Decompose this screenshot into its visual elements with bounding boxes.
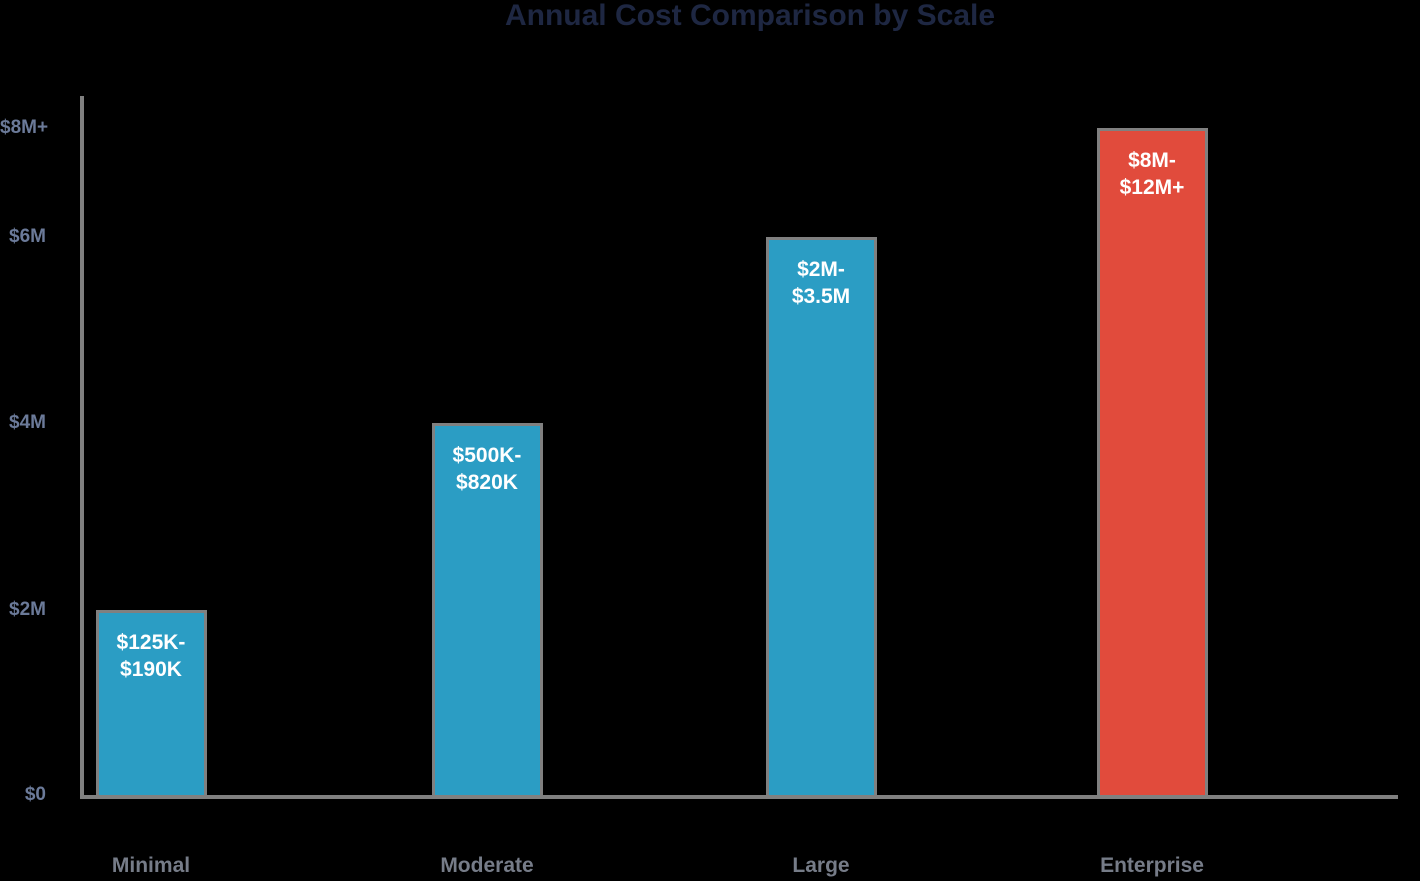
bar-large: $2M- $3.5M <box>765 237 877 795</box>
x-category-label-minimal: Minimal <box>111 854 191 877</box>
bar-value-label: $8M- $12M+ <box>1100 147 1205 201</box>
y-tick-label: $2M <box>9 599 46 620</box>
bar-enterprise: $8M- $12M+ <box>1096 128 1208 795</box>
bar-value-line: $2M- <box>797 258 845 281</box>
bar-moderate: $500K- $820K <box>431 423 543 795</box>
bar-value-line: $12M+ <box>1119 176 1185 199</box>
bar-value-label: $500K- $820K <box>435 442 540 496</box>
x-category-label-large: Large <box>792 854 850 877</box>
bar-value-label: $2M- $3.5M <box>769 256 874 310</box>
bar-value-line: $3.5M <box>791 285 851 308</box>
y-tick-label: $6M <box>9 226 46 247</box>
y-tick-label: $8M+ <box>0 117 49 138</box>
bar-value-line: $125K- <box>116 631 186 654</box>
bar-value-line: $500K- <box>452 444 522 467</box>
bar-value-line: $190K <box>120 658 182 681</box>
y-tick-label: $4M <box>9 412 46 433</box>
y-tick-label: $0 <box>24 784 46 805</box>
bar-value-line: $820K <box>456 471 518 494</box>
x-category-label-moderate: Moderate <box>440 854 534 877</box>
y-axis-line <box>80 96 84 799</box>
bar-minimal: $125K- $190K <box>95 610 207 795</box>
chart-title: Annual Cost Comparison by Scale <box>504 0 996 32</box>
bar-value-label: $125K- $190K <box>99 629 204 683</box>
bar-value-line: $8M- <box>1128 149 1176 172</box>
x-category-label-enterprise: Enterprise <box>1100 854 1204 877</box>
x-axis-line <box>80 795 1398 799</box>
